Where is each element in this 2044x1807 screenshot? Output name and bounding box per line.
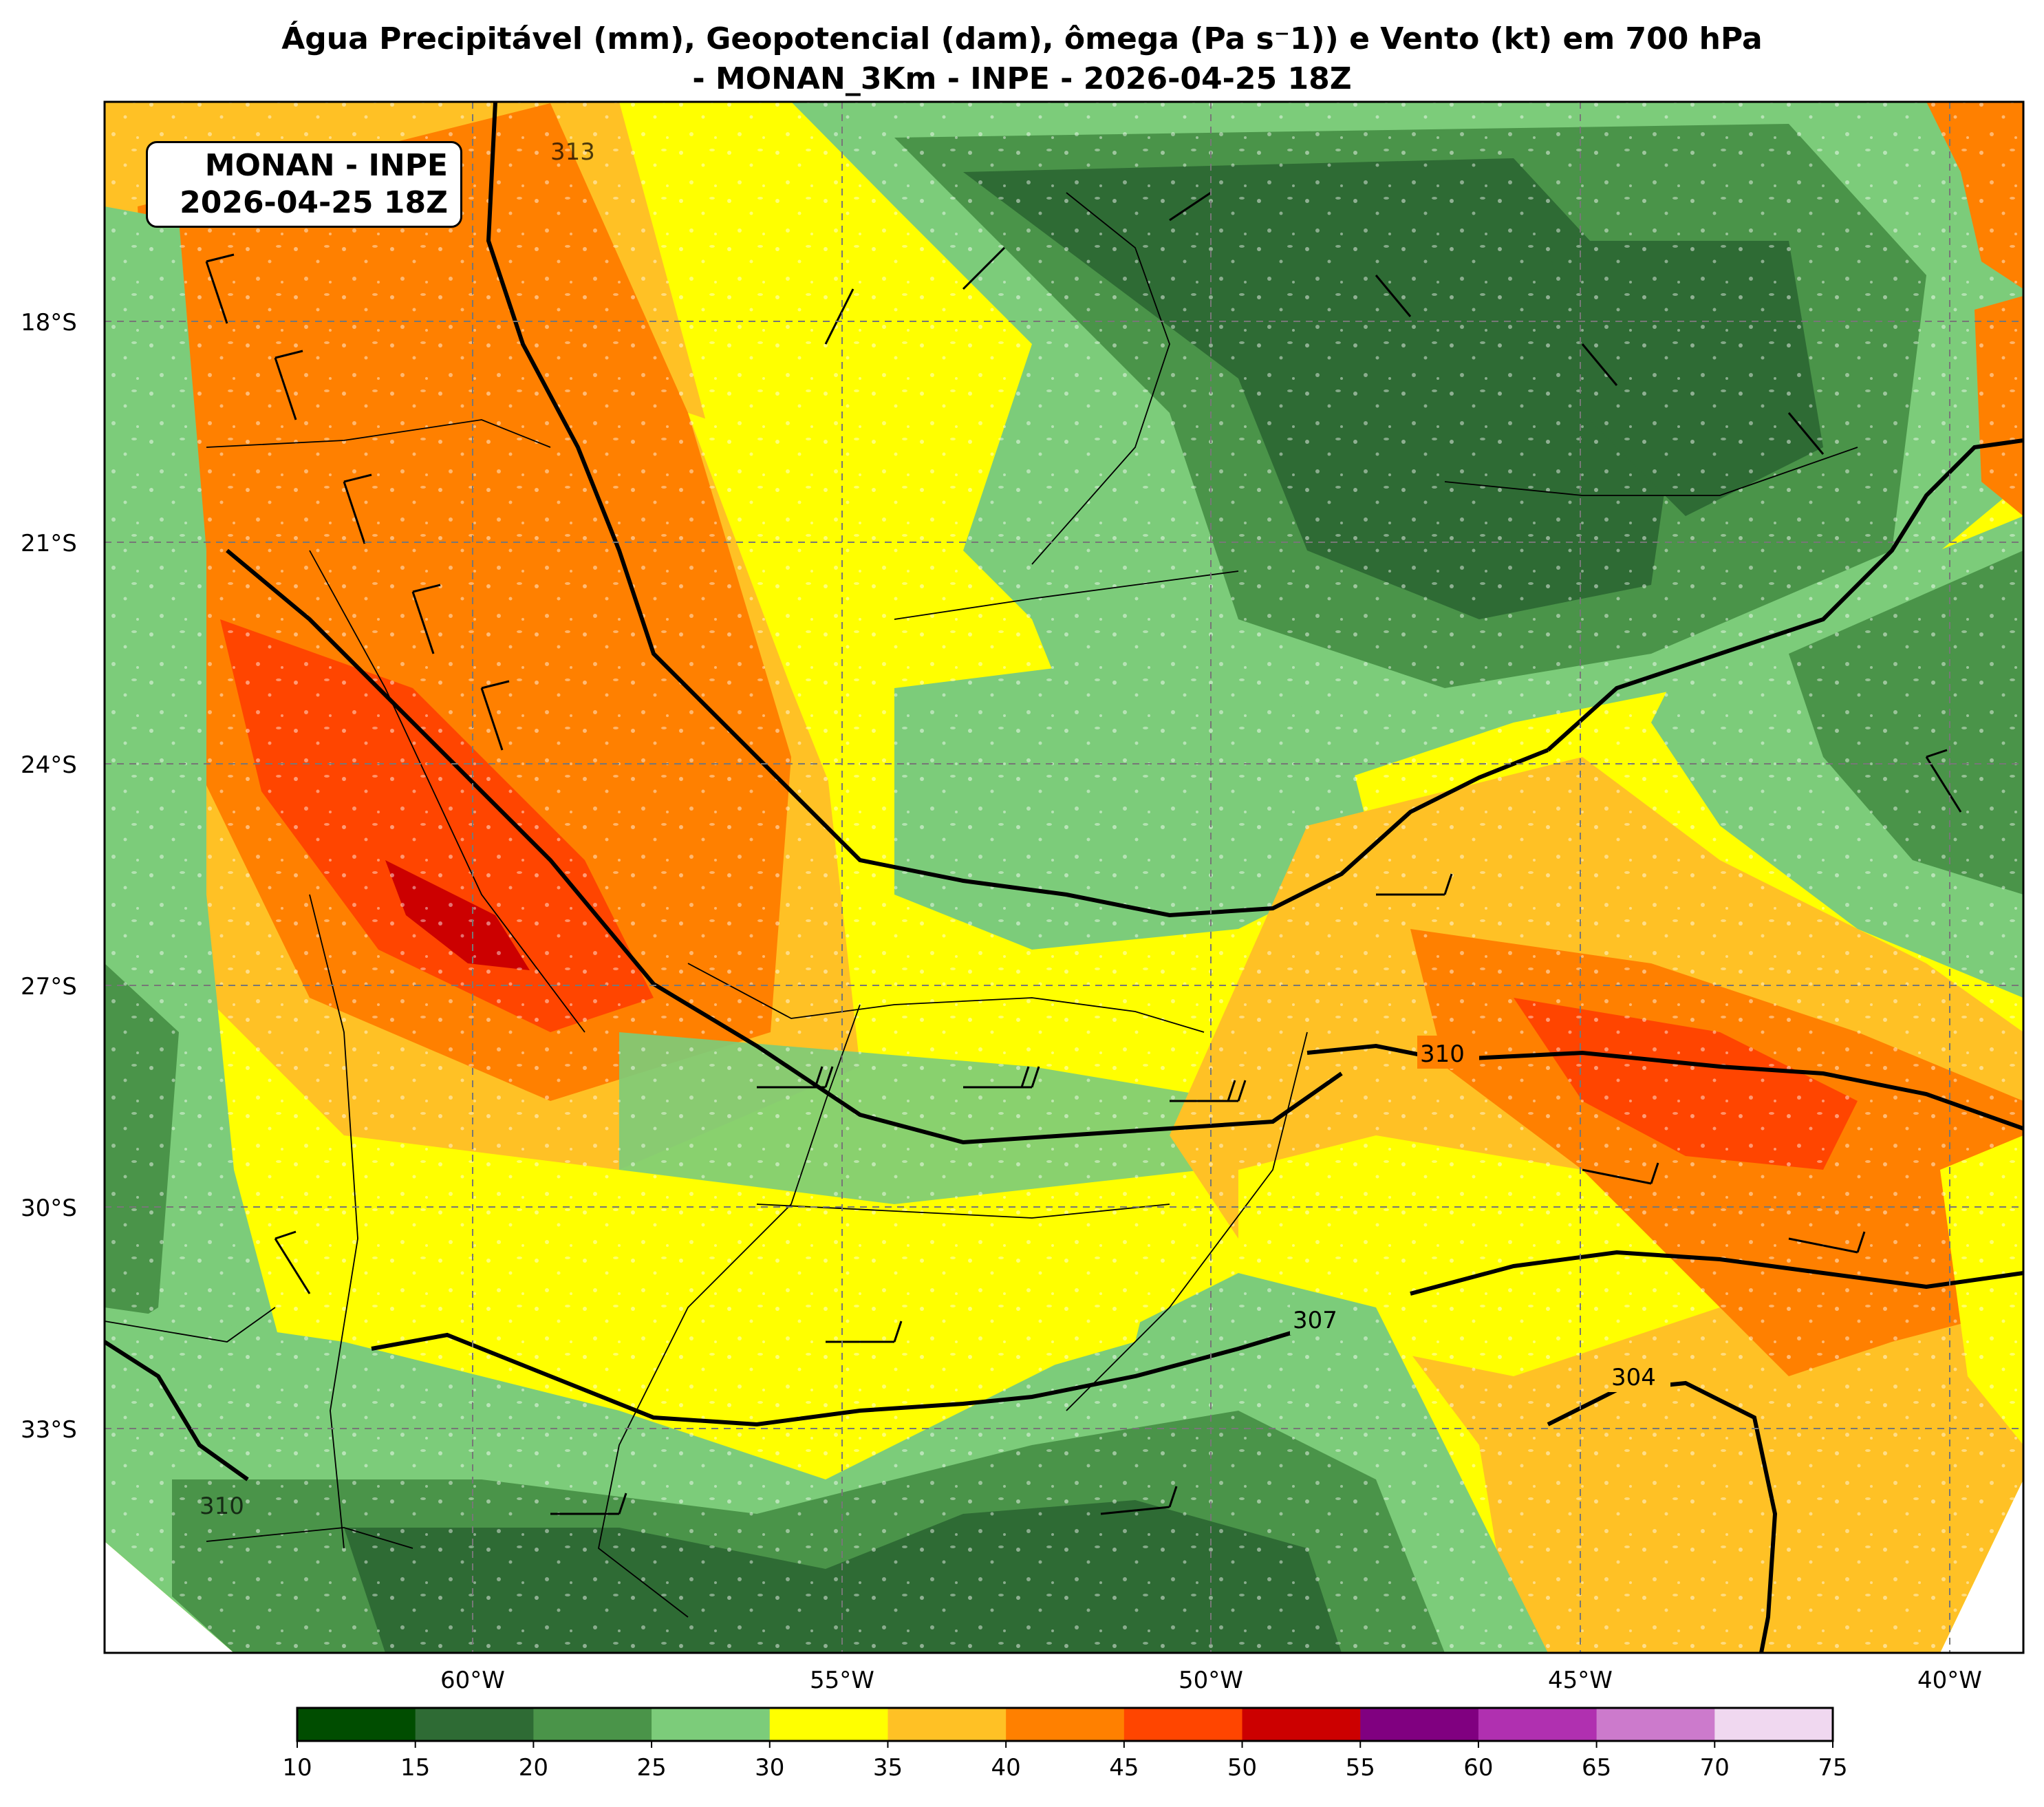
lon-label-50w: 50°W	[1179, 1667, 1243, 1694]
chart-title: Água Precipitável (mm), Geopotencial (da…	[0, 19, 2044, 99]
title-line-2: - MONAN_3Km - INPE - 2026-04-25 18Z	[692, 61, 1352, 96]
colorbar-segment	[1478, 1708, 1597, 1741]
colorbar-tick-label: 20	[519, 1754, 548, 1782]
colorbar-segment	[887, 1708, 1007, 1741]
colorbar-segment	[1123, 1708, 1243, 1741]
colorbar-tick-label: 45	[1109, 1754, 1139, 1782]
colorbar-segment	[533, 1708, 652, 1741]
lon-label-45w: 45°W	[1548, 1667, 1613, 1694]
lat-label-21s: 21°S	[21, 530, 77, 557]
colorbar-segment	[415, 1708, 534, 1741]
info-box-line-2: 2026-04-25 18Z	[180, 185, 448, 220]
title-line-1: Água Precipitável (mm), Geopotencial (da…	[281, 21, 1763, 56]
colorbar-segment	[1360, 1708, 1479, 1741]
colorbar-tick-label: 25	[636, 1754, 666, 1782]
state-borders	[105, 192, 1858, 1618]
colorbar-tick-label: 30	[755, 1754, 784, 1782]
precipitable-water-field	[105, 102, 2023, 1653]
colorbar-tick-label: 40	[991, 1754, 1021, 1782]
lon-label-55w: 55°W	[810, 1667, 874, 1694]
contour-label-310: 310	[1420, 1040, 1465, 1068]
colorbar-tick-label: 70	[1700, 1754, 1730, 1782]
colorbar-tick-label: 15	[400, 1754, 430, 1782]
map-frame	[103, 100, 2025, 1654]
colorbar-tick-label: 50	[1227, 1754, 1257, 1782]
colorbar-tick-label: 55	[1346, 1754, 1375, 1782]
colorbar-segment	[1242, 1708, 1361, 1741]
colorbar-tick-label: 10	[282, 1754, 312, 1782]
wind-barbs	[205, 191, 1962, 1515]
lat-label-33s: 33°S	[21, 1416, 77, 1444]
colorbar-segment	[297, 1708, 416, 1741]
colorbar-tick-label: 75	[1818, 1754, 1847, 1782]
colorbar: 10 15 20 25 30 35 40 45 50 55 60 65 70 75	[282, 1707, 1848, 1782]
colorbar-tick-label: 60	[1463, 1754, 1493, 1782]
lat-label-18s: 18°S	[21, 309, 77, 336]
lat-label-30s: 30°S	[21, 1195, 77, 1222]
colorbar-segment	[1714, 1708, 1833, 1741]
lon-label-60w: 60°W	[440, 1667, 505, 1694]
longitude-labels: 60°W 55°W 50°W 45°W 40°W	[440, 1667, 1982, 1694]
contour-label-313: 313	[550, 138, 595, 166]
colorbar-segment	[1596, 1708, 1715, 1741]
lat-label-27s: 27°S	[21, 973, 77, 1001]
contour-labels: 310 307 304 313 310	[200, 138, 1670, 1520]
colorbar-tick-label: 65	[1582, 1754, 1611, 1782]
info-box-line-1: MONAN - INPE	[204, 148, 448, 183]
lat-label-24s: 24°S	[21, 751, 77, 779]
colorbar-frame	[296, 1707, 1834, 1742]
lon-label-40w: 40°W	[1917, 1667, 1982, 1694]
contour-label-310-west: 310	[200, 1493, 244, 1520]
graticule	[105, 102, 2023, 1653]
contour-label-307: 307	[1293, 1307, 1337, 1334]
colorbar-tick-label: 35	[873, 1754, 903, 1782]
colorbar-segment	[769, 1708, 888, 1741]
contour-label-304: 304	[1611, 1364, 1656, 1391]
latitude-labels: 18°S 21°S 24°S 27°S 30°S 33°S	[21, 309, 77, 1444]
model-info-box: MONAN - INPE 2026-04-25 18Z	[146, 141, 462, 228]
colorbar-segment	[652, 1708, 771, 1741]
colorbar-segment	[1006, 1708, 1125, 1741]
